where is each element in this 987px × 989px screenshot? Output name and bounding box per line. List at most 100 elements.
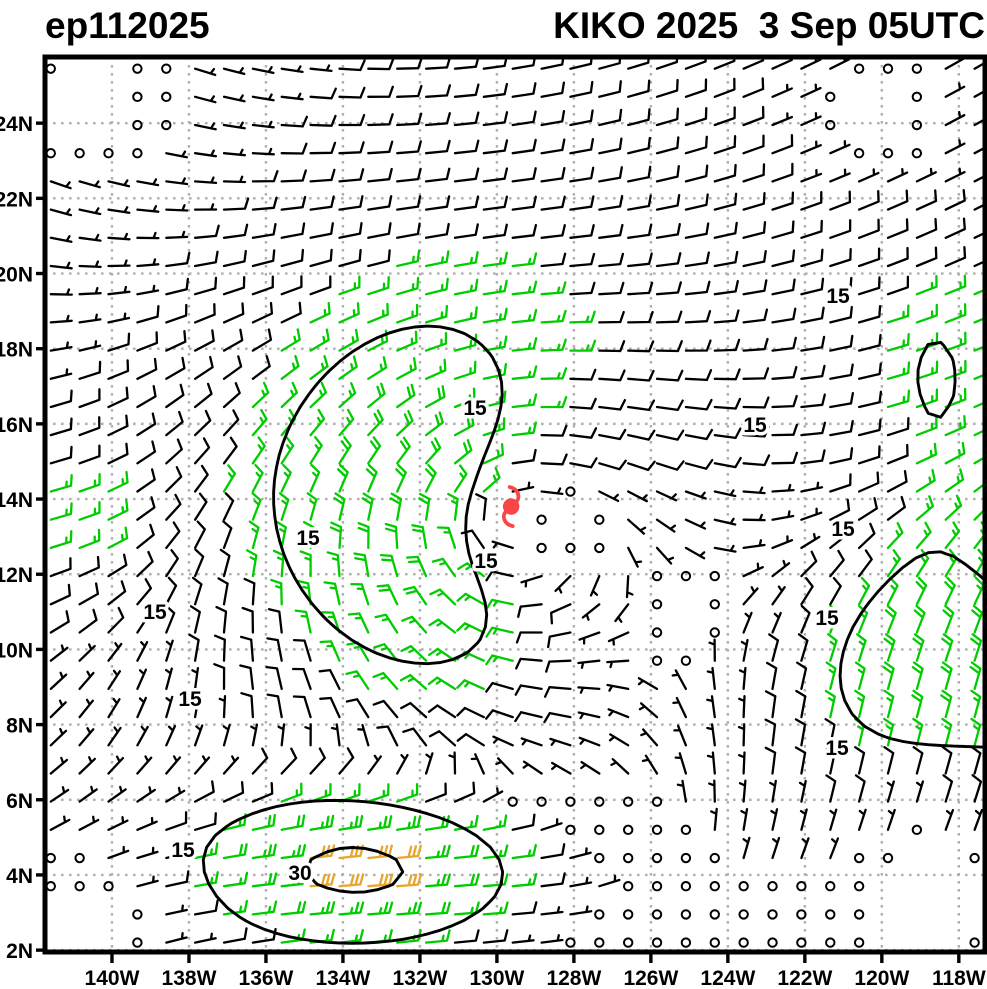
wind-barb bbox=[165, 724, 177, 747]
wind-barb bbox=[482, 466, 501, 493]
wind-barb bbox=[857, 390, 883, 409]
wind-barb bbox=[771, 83, 793, 98]
wind-barb bbox=[78, 785, 98, 803]
wind-barb bbox=[107, 669, 122, 691]
wind-barb bbox=[222, 843, 248, 860]
wind-barb bbox=[915, 780, 925, 803]
wind-barb bbox=[280, 248, 305, 268]
wind-barb bbox=[107, 726, 122, 747]
wind-barb bbox=[710, 807, 718, 831]
wind-barb bbox=[338, 302, 360, 324]
wind-barb bbox=[357, 723, 370, 747]
wind-barb bbox=[912, 746, 924, 775]
wind-barb bbox=[540, 934, 564, 944]
wind-barb bbox=[431, 557, 457, 578]
wind-barb bbox=[213, 634, 226, 662]
wind-barb bbox=[193, 871, 219, 888]
wind-barb bbox=[598, 398, 627, 411]
wind-barb bbox=[136, 578, 153, 606]
wind-barb bbox=[338, 436, 352, 465]
wind-barb bbox=[453, 464, 468, 493]
wind-barb bbox=[107, 312, 131, 324]
wind-barb bbox=[742, 513, 766, 522]
wind-barb bbox=[165, 330, 187, 352]
contour-label-15: 15 bbox=[296, 527, 320, 550]
wind-barb bbox=[424, 112, 451, 127]
wind-barb bbox=[396, 140, 422, 155]
wind-barb bbox=[520, 574, 543, 588]
wind-barb bbox=[193, 355, 214, 380]
wind-barb bbox=[78, 727, 95, 747]
wind-barb bbox=[857, 549, 873, 578]
wind-barb bbox=[136, 846, 159, 860]
wind-barb bbox=[884, 604, 897, 634]
wind-barb bbox=[713, 221, 738, 239]
wind-barb bbox=[338, 844, 365, 860]
wind-barb bbox=[511, 82, 537, 98]
wind-barb bbox=[708, 638, 716, 662]
wind-barb bbox=[248, 520, 260, 550]
wind-barb bbox=[713, 250, 739, 268]
wind-barb bbox=[49, 727, 68, 747]
wind-barb bbox=[453, 387, 476, 409]
wind-barb bbox=[107, 845, 130, 860]
wind-barb bbox=[251, 747, 269, 775]
wind-barb bbox=[49, 583, 71, 606]
wind-barb bbox=[886, 361, 911, 380]
wind-barb bbox=[482, 223, 508, 239]
wind-barb bbox=[627, 194, 652, 211]
wind-barb bbox=[395, 463, 407, 493]
wind-barb bbox=[829, 305, 853, 324]
wind-barb bbox=[165, 410, 184, 437]
contour-label-15: 15 bbox=[463, 397, 487, 420]
wind-barb bbox=[829, 419, 854, 437]
wind-barb bbox=[800, 140, 822, 155]
wind-barb bbox=[577, 686, 601, 694]
wind-barb bbox=[165, 604, 176, 634]
wind-barb bbox=[771, 249, 796, 268]
wind-barb bbox=[771, 451, 799, 465]
wind-barb bbox=[742, 486, 766, 495]
wind-barb bbox=[222, 871, 249, 888]
wind-barb bbox=[684, 57, 707, 70]
wind-barb bbox=[222, 249, 247, 268]
wind-barb bbox=[78, 501, 101, 521]
wind-barb bbox=[384, 522, 399, 550]
wind-barb bbox=[78, 698, 94, 719]
wind-barb bbox=[453, 873, 480, 888]
y-tick-label: 18N bbox=[0, 339, 33, 362]
wind-barb bbox=[165, 870, 190, 888]
wind-barb bbox=[292, 695, 312, 719]
wind-barb bbox=[543, 711, 572, 724]
wind-barb bbox=[637, 677, 659, 691]
wind-barb bbox=[49, 180, 72, 190]
wind-barb bbox=[886, 332, 910, 352]
wind-barb bbox=[424, 84, 452, 98]
wind-barb bbox=[49, 699, 67, 719]
wind-barb bbox=[191, 695, 200, 719]
wind-barb bbox=[771, 423, 799, 437]
wind-barb bbox=[598, 166, 623, 183]
wind-barb bbox=[280, 301, 302, 324]
wind-barb bbox=[522, 760, 543, 775]
wind-barb bbox=[333, 492, 346, 521]
wind-barb bbox=[627, 108, 651, 127]
wind-barb bbox=[944, 468, 965, 493]
wind-barb bbox=[829, 576, 842, 606]
wind-barb bbox=[372, 671, 399, 691]
wind-barb bbox=[402, 727, 428, 747]
wind-barb bbox=[684, 458, 714, 470]
wind-barb bbox=[627, 490, 648, 503]
wind-barb bbox=[857, 276, 881, 296]
wind-barb bbox=[915, 246, 938, 268]
wind-barb bbox=[569, 876, 593, 888]
wind-barb bbox=[251, 843, 277, 860]
wind-barb bbox=[742, 836, 751, 860]
wind-barb bbox=[367, 901, 394, 916]
wind-barb bbox=[940, 689, 953, 719]
wind-barb bbox=[424, 463, 437, 493]
wind-barb bbox=[49, 529, 73, 550]
wind-barb bbox=[569, 310, 596, 324]
wind-barb bbox=[424, 304, 449, 324]
wind-barb bbox=[136, 468, 156, 493]
